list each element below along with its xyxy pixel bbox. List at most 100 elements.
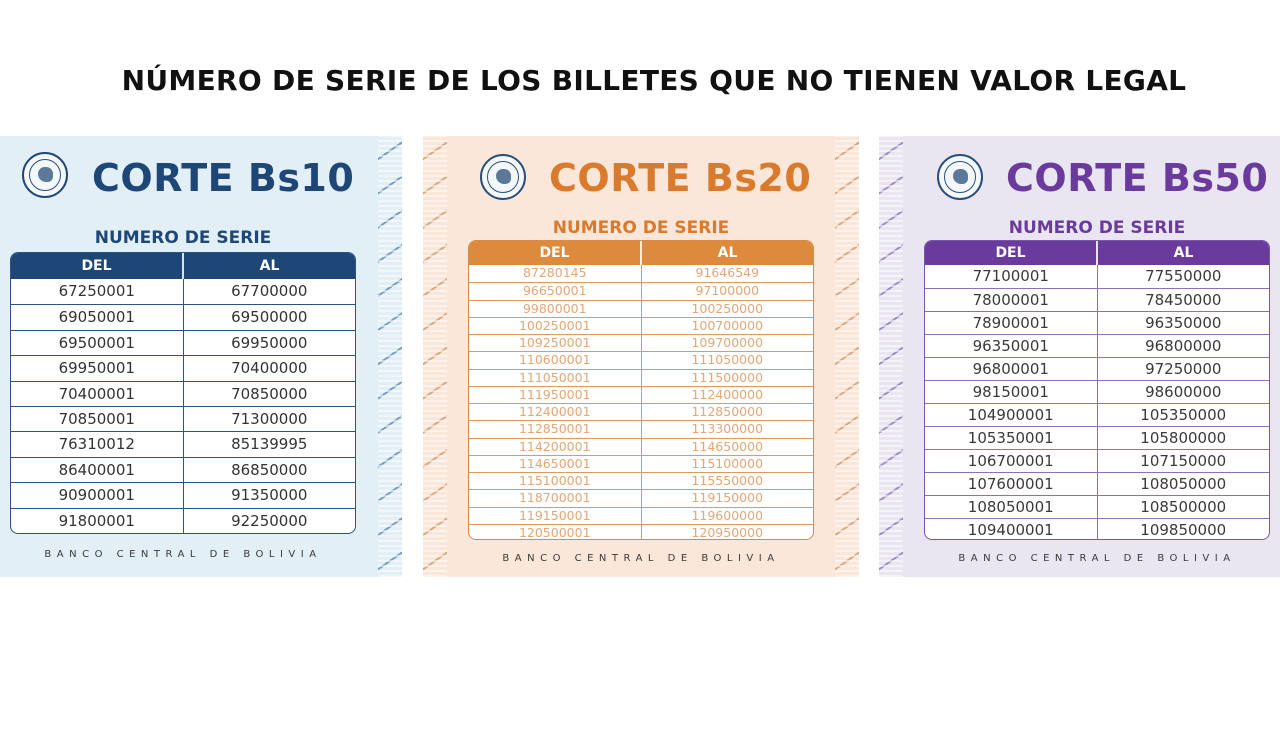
- table-row: 107600001 108050000: [925, 472, 1269, 495]
- table-row: 104900001 105350000: [925, 403, 1269, 426]
- serial-del-cell: 115100001: [469, 472, 641, 489]
- card-title: CORTE Bs50: [1006, 156, 1269, 200]
- serial-al-cell: 112850000: [640, 403, 813, 421]
- table-row: 90900001 91350000: [11, 482, 355, 508]
- serial-del-cell: 86400001: [11, 456, 183, 482]
- serial-al-cell: 78450000: [1096, 288, 1269, 311]
- table-header: DEL AL: [11, 253, 355, 279]
- table-row: 70400001 70850000: [11, 380, 355, 407]
- serial-al-cell: 69500000: [182, 304, 355, 330]
- card-title: CORTE Bs10: [92, 156, 355, 200]
- card-footer: BANCO CENTRAL DE BOLIVIA: [502, 553, 780, 564]
- serial-del-cell: 119150001: [469, 506, 641, 524]
- bank-seal-icon: [22, 152, 68, 198]
- table-row: 96650001 97100000: [469, 282, 813, 300]
- table-row: 112400001 112850000: [469, 403, 813, 421]
- serial-al-cell: 119600000: [640, 506, 813, 524]
- serial-al-cell: 100250000: [640, 299, 813, 317]
- serial-al-cell: 86850000: [182, 456, 355, 483]
- serial-al-cell: 97100000: [640, 282, 813, 300]
- serial-al-cell: 109700000: [640, 334, 813, 352]
- column-header-del: DEL: [81, 258, 112, 274]
- serial-del-cell: 78000001: [925, 288, 1097, 311]
- card-footer: BANCO CENTRAL DE BOLIVIA: [958, 553, 1236, 564]
- decorative-stripe: [879, 136, 903, 577]
- serial-del-cell: 110600001: [469, 351, 641, 368]
- serial-del-cell: 114200001: [469, 437, 641, 455]
- serial-table: DEL AL 67250001 67700000 69050001 69500000 6…: [10, 252, 356, 534]
- serial-del-cell: 96650001: [469, 282, 641, 299]
- serial-del-cell: 104900001: [925, 403, 1097, 426]
- serial-del-cell: 105350001: [925, 426, 1097, 449]
- table-row: 77100001 77550000: [925, 265, 1269, 288]
- serial-al-cell: 97250000: [1096, 357, 1269, 380]
- serial-al-cell: 108050000: [1096, 472, 1269, 495]
- serial-del-cell: 98150001: [925, 380, 1097, 403]
- card-bs10: CORTE Bs10 NUMERO DE SERIE DEL AL 672500…: [0, 136, 402, 577]
- serial-del-cell: 91800001: [11, 507, 183, 533]
- table-row: 115100001 115550000: [469, 472, 813, 490]
- serial-del-cell: 69050001: [11, 304, 183, 329]
- serial-table: DEL AL 77100001 77550000 78000001 78450000 7…: [924, 240, 1270, 540]
- table-row: 70850001 71300000: [11, 406, 355, 432]
- table-row: 78000001 78450000: [925, 288, 1269, 311]
- serial-del-cell: 112850001: [469, 420, 641, 437]
- decorative-stripe: [423, 136, 447, 577]
- serial-del-cell: 111050001: [469, 368, 641, 386]
- table-header: DEL AL: [469, 241, 813, 265]
- table-row: 114200001 114650000: [469, 437, 813, 455]
- serial-al-cell: 91646549: [640, 265, 814, 283]
- serial-al-cell: 111500000: [640, 368, 813, 386]
- serial-del-cell: 77100001: [972, 267, 1049, 285]
- column-header-al: AL: [1096, 241, 1269, 265]
- table-row: 109250001 109700000: [469, 334, 813, 352]
- serial-del-cell: 78900001: [925, 311, 1097, 334]
- serial-al-cell: 105350000: [1096, 403, 1269, 426]
- card-subtitle: NUMERO DE SERIE: [1008, 218, 1186, 238]
- serial-del-cell: 69950001: [11, 355, 183, 380]
- table-row: 91800001 92250000: [11, 507, 355, 533]
- serial-al-cell: 91350000: [182, 482, 355, 508]
- table-row: 87280145 91646549: [469, 265, 814, 283]
- serial-del-cell: 109250001: [469, 334, 641, 351]
- serial-al-cell: 120950000: [640, 523, 813, 539]
- serial-al-cell: 105800000: [1096, 426, 1269, 449]
- table-row: 99800001 100250000: [469, 299, 813, 317]
- table-row: 69500001 69950000: [11, 329, 355, 356]
- table-row: 109400001 109850000: [925, 518, 1269, 539]
- table-row: 69950001 70400000: [11, 355, 355, 381]
- serial-del-cell: 106700001: [925, 449, 1097, 472]
- table-row: 78900001 96350000: [925, 311, 1269, 334]
- table-row: 67250001 67700000: [11, 279, 355, 305]
- serial-al-cell: 96350000: [1096, 311, 1269, 334]
- table-row: 106700001 107150000: [925, 449, 1269, 472]
- serial-al-cell: 70850000: [182, 380, 355, 407]
- table-row: 76310012 85139995: [11, 431, 355, 457]
- table-row: 100250001 100700000: [469, 316, 813, 334]
- serial-al-cell: 98600000: [1096, 380, 1269, 403]
- serial-del-cell: 96800001: [925, 357, 1097, 380]
- serial-del-cell: 118700001: [469, 489, 641, 506]
- serial-del-cell: 108050001: [925, 495, 1097, 518]
- serial-del-cell: 109400001: [925, 518, 1097, 539]
- table-row: 96800001 97250000: [925, 357, 1269, 380]
- serial-al-cell: 70400000: [182, 355, 355, 381]
- card-footer: BANCO CENTRAL DE BOLIVIA: [44, 549, 322, 560]
- bank-seal-icon: [937, 154, 983, 200]
- serial-table: DEL AL 87280145 91646549 96650001 97100000 9…: [468, 240, 814, 540]
- card-bs20: CORTE Bs20 NUMERO DE SERIE DEL AL 872801…: [423, 136, 859, 577]
- table-row: 111950001 112400000: [469, 385, 813, 403]
- serial-del-cell: 96350001: [925, 334, 1097, 357]
- table-body: 87280145 91646549 96650001 97100000 99800001…: [469, 265, 814, 539]
- table-row: 69050001 69500000: [11, 304, 355, 330]
- card-title: CORTE Bs20: [549, 156, 812, 200]
- table-row: 111050001 111500000: [469, 368, 813, 386]
- column-header-al: AL: [182, 253, 355, 279]
- table-row: 114650001 115100000: [469, 454, 813, 472]
- table-row: 118700001 119150000: [469, 489, 813, 507]
- serial-del-cell: 112400001: [469, 403, 641, 420]
- page-title: NÚMERO DE SERIE DE LOS BILLETES QUE NO T…: [121, 64, 1187, 97]
- serial-al-cell: 107150000: [1096, 449, 1269, 472]
- card-subtitle: NUMERO DE SERIE: [94, 228, 272, 248]
- column-header-del: DEL: [995, 245, 1026, 261]
